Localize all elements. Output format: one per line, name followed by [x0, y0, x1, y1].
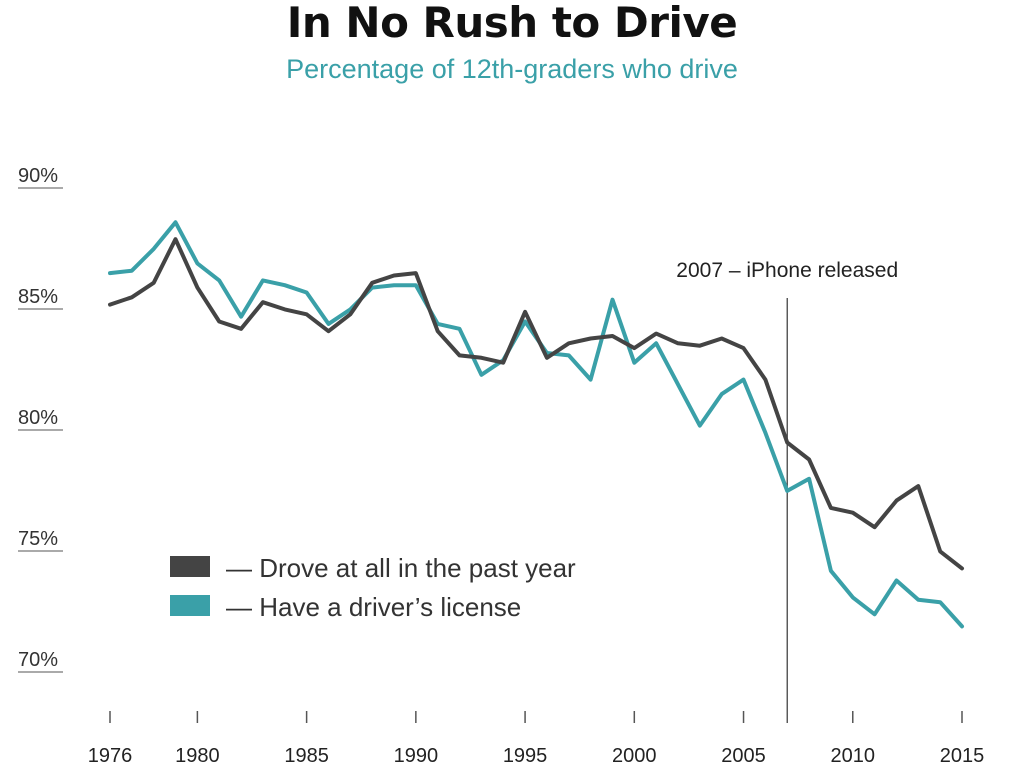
- x-tick-label: 1980: [175, 745, 220, 767]
- x-axis: 1976 1980 1985 1990 1995 2000 2005 2010 2015: [88, 711, 985, 767]
- legend-swatch-drove: [170, 556, 210, 577]
- legend: — Drove at all in the past year — Have a …: [170, 553, 576, 622]
- legend-label-drove: — Drove at all in the past year: [226, 553, 576, 583]
- legend-swatch-license: [170, 595, 210, 616]
- x-tick-label: 2015: [940, 745, 985, 767]
- y-tick-label: 80%: [18, 407, 58, 429]
- series-group: [108, 220, 964, 629]
- x-tick-label: 2010: [831, 745, 876, 767]
- y-axis: 90% 85% 80% 75% 70%: [18, 165, 63, 673]
- annotations: 2007 – iPhone released: [676, 259, 898, 723]
- x-tick-label: 1976: [88, 745, 133, 767]
- y-tick-label: 70%: [18, 649, 58, 671]
- x-tick-label: 1985: [284, 745, 329, 767]
- y-tick-label: 85%: [18, 286, 58, 308]
- chart-subtitle: Percentage of 12th-graders who drive: [286, 54, 738, 84]
- series-line-drove: [108, 237, 964, 571]
- x-tick-label: 2000: [612, 745, 657, 767]
- annotation-label: 2007 – iPhone released: [676, 259, 898, 282]
- x-tick-label: 1990: [394, 745, 439, 767]
- y-tick-label: 90%: [18, 165, 58, 187]
- chart-title: In No Rush to Drive: [286, 0, 738, 47]
- x-tick-label: 1995: [503, 745, 548, 767]
- legend-label-license: — Have a driver’s license: [226, 592, 521, 622]
- y-tick-label: 75%: [18, 528, 58, 550]
- x-tick-label: 2005: [721, 745, 766, 767]
